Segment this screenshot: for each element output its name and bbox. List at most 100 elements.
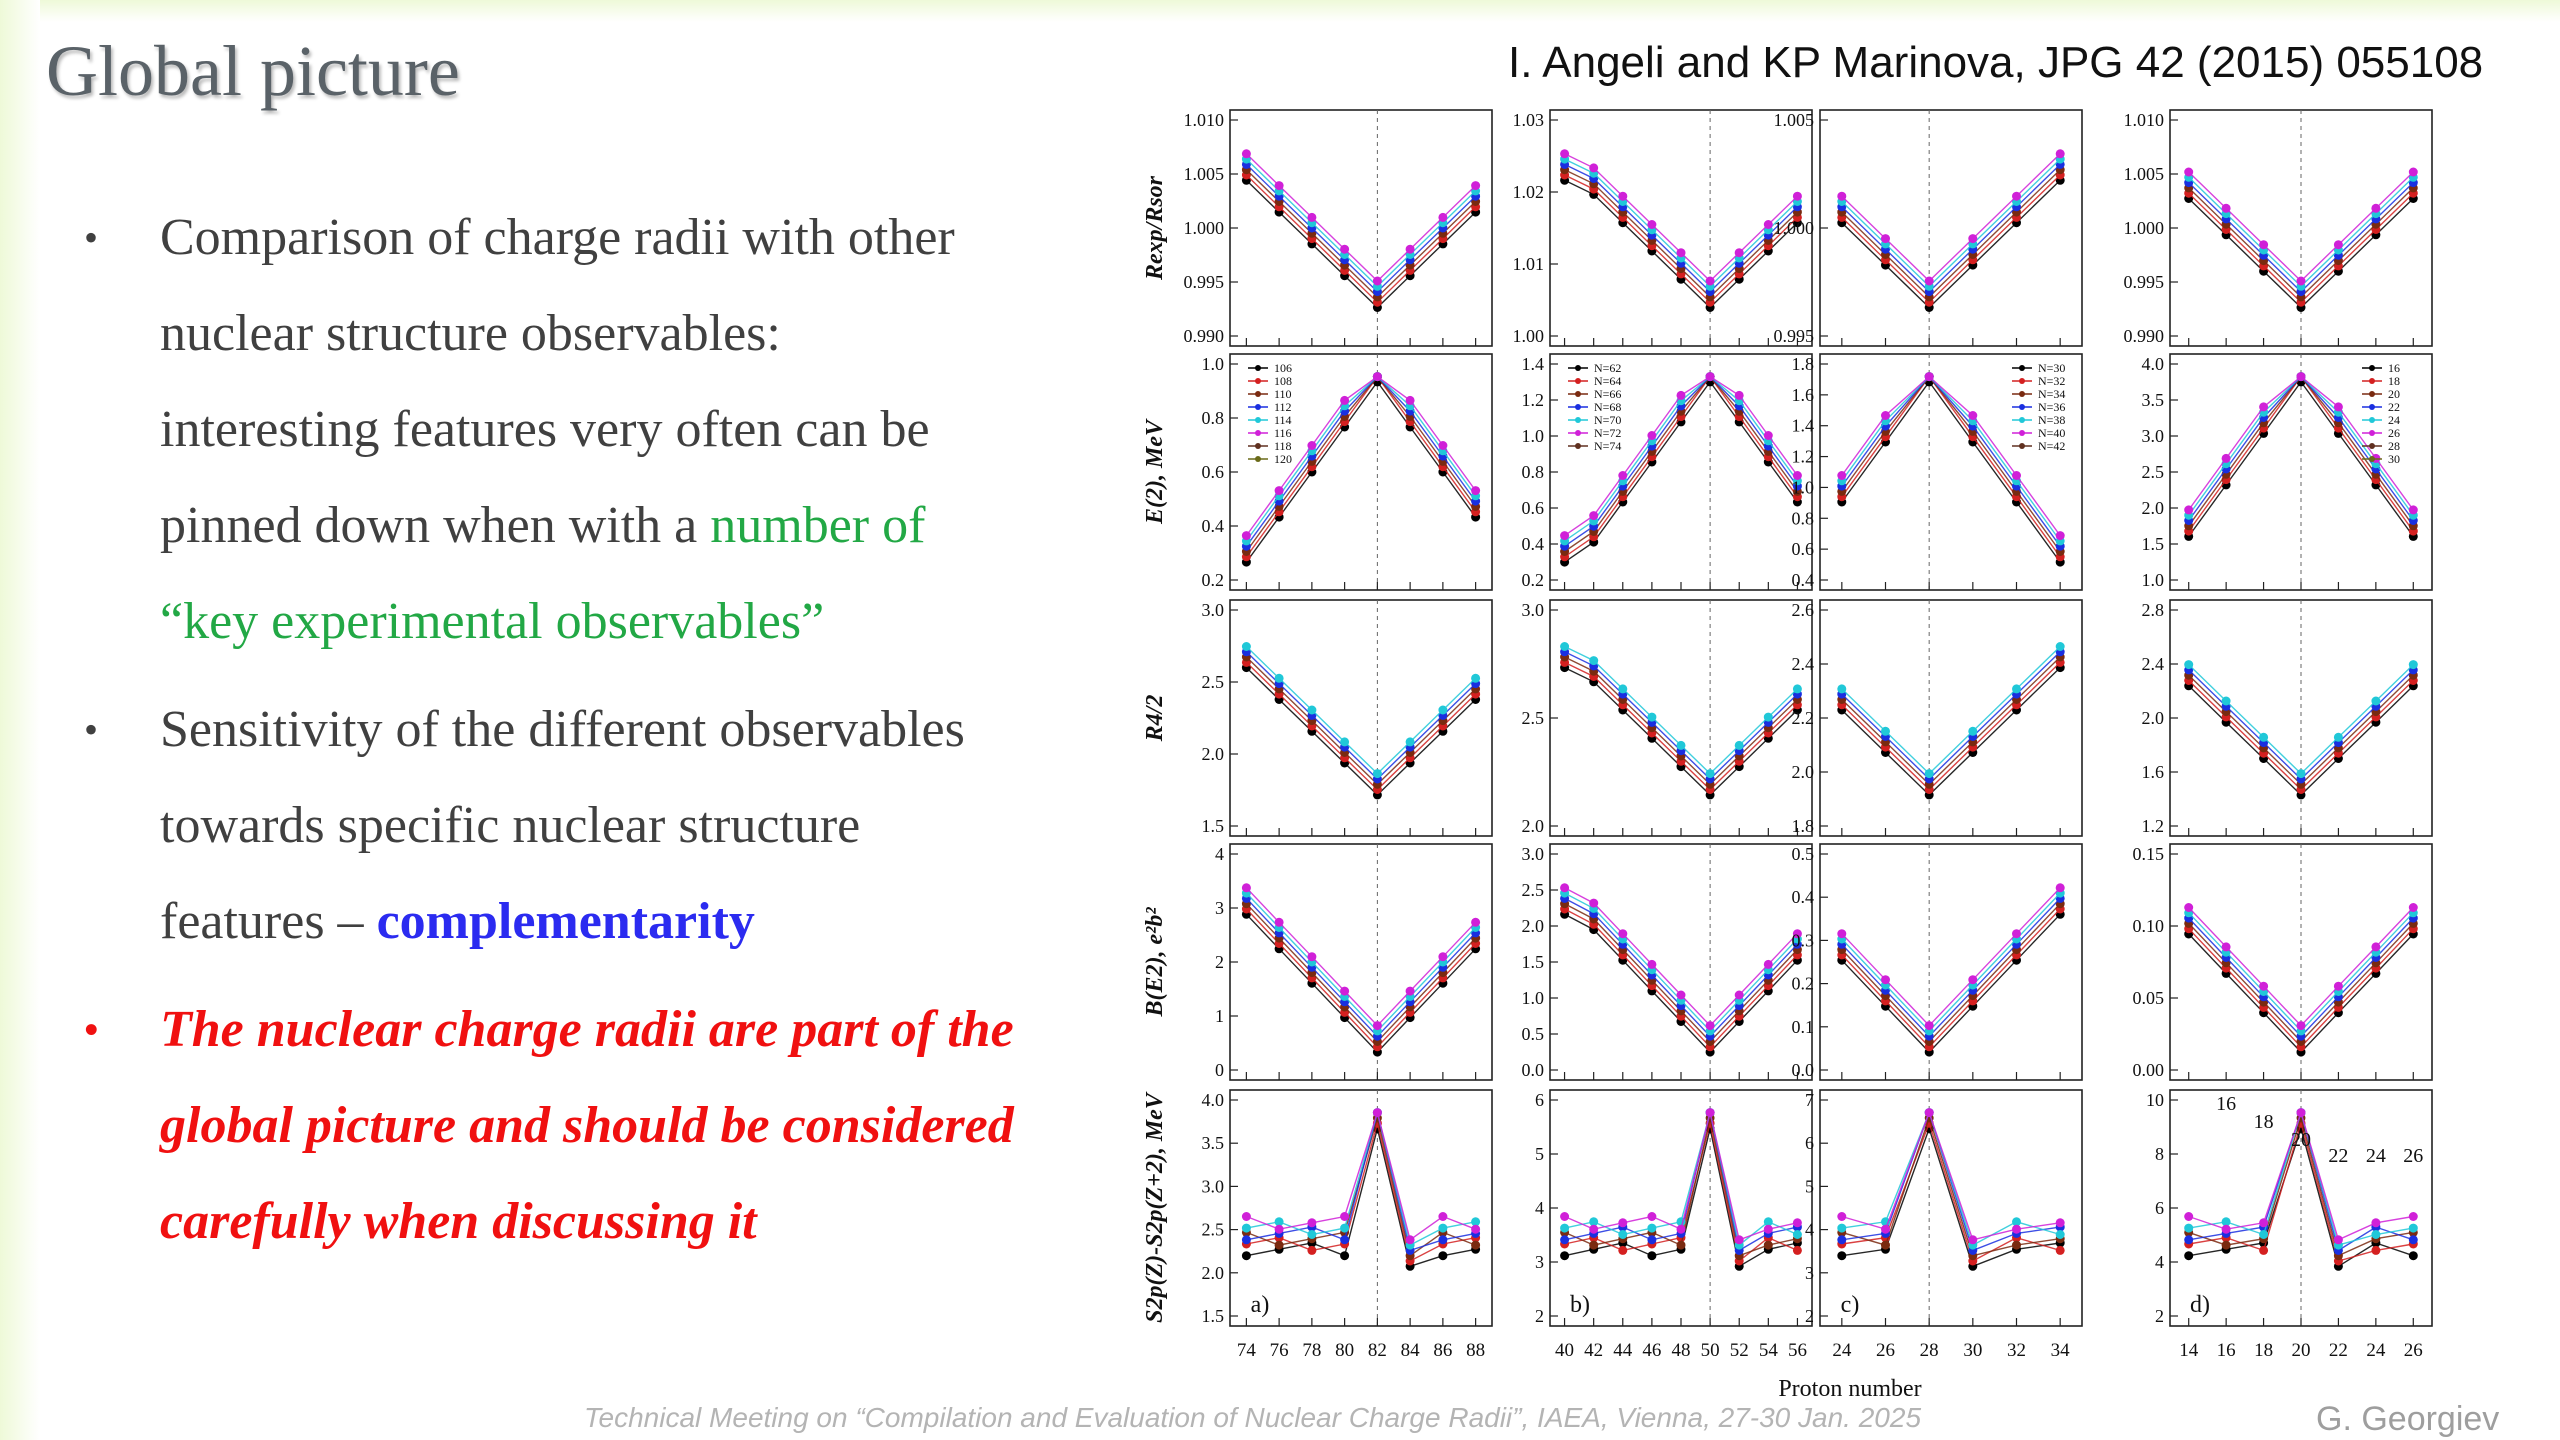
data-point: [1589, 1240, 1599, 1250]
panel-label: a): [1251, 1292, 1270, 1318]
data-point: [1618, 1218, 1628, 1228]
y-tick-label: 2.0: [1522, 816, 1545, 836]
data-point: [1405, 244, 1415, 254]
series-line: [1841, 158, 2061, 288]
series-line: [1245, 380, 1477, 563]
y-tick-label: 1.000: [1184, 218, 1225, 238]
data-point: [2055, 883, 2065, 893]
y-tick-label: 0.15: [2133, 844, 2165, 864]
data-point: [1676, 1240, 1686, 1250]
data-point: [1471, 486, 1481, 496]
series-line: [1841, 375, 2061, 558]
plot-frame: [1549, 843, 1813, 1081]
data-point: [1589, 898, 1599, 908]
y-tick-label: 3.5: [2142, 390, 2165, 410]
y-tick-label: 2.0: [1792, 762, 1815, 782]
y-tick-label: 0.8: [1522, 462, 1545, 482]
y-tick-label: 6: [2155, 1198, 2164, 1218]
y-tick-label: 4.0: [1202, 1090, 1225, 1110]
row-axis-label: E(2), MeV: [1142, 418, 1168, 525]
row-axis-label: Rexp/Rsor: [1142, 175, 1168, 281]
y-tick-label: 0.990: [1184, 326, 1225, 346]
data-point: [1647, 712, 1657, 722]
series-line: [1841, 375, 2061, 542]
data-point: [1837, 191, 1847, 201]
y-tick-label: 1.2: [1792, 447, 1815, 467]
y-tick-label: 3.0: [1202, 1176, 1225, 1196]
y-tick-label: 1.03: [1513, 110, 1545, 130]
series-line: [1841, 903, 2061, 1043]
y-tick-label: 2.5: [2142, 462, 2165, 482]
data-point: [1340, 737, 1350, 747]
data-point: [2221, 453, 2231, 463]
legend-entry: 24: [2388, 413, 2400, 427]
data-point: [2012, 1240, 2021, 1250]
bullet-2-line: towards specific nuclear structure: [160, 797, 861, 854]
data-point: [2333, 402, 2343, 412]
series-line: [1841, 908, 2061, 1048]
data-point: [2221, 1224, 2231, 1234]
data-point: [2333, 1235, 2343, 1245]
y-tick-label: 1.5: [1522, 952, 1545, 972]
y-tick-label: 2.4: [1792, 654, 1815, 674]
row-axis-label: S2p(Z)-S2p(Z+2), MeV: [1142, 1091, 1168, 1323]
series-line: [1245, 174, 1477, 304]
bullet-2: • Sensitivity of the different observabl…: [84, 682, 1124, 970]
bullet-3-line: The nuclear charge radii are part of the: [160, 1001, 1014, 1058]
legend-marker: [1255, 391, 1261, 397]
data-point: [2408, 1251, 2418, 1261]
data-point: [2371, 696, 2381, 706]
y-tick-label: 1.005: [2124, 164, 2165, 184]
legend-entry: N=74: [1594, 439, 1621, 453]
series-line: [1245, 651, 1477, 780]
x-tick-label: 76: [1270, 1340, 1289, 1361]
x-tick-label: 14: [2179, 1340, 2199, 1361]
legend-entry: 118: [1274, 439, 1292, 453]
x-tick-label: 88: [1466, 1340, 1485, 1361]
data-point: [2055, 1218, 2065, 1228]
data-point: [1647, 1212, 1657, 1221]
plot-frame: [1549, 353, 1813, 591]
legend-entry: N=70: [1594, 413, 1621, 427]
series-line: [1564, 179, 1798, 309]
legend-marker: [2019, 365, 2025, 371]
data-point: [1307, 1230, 1317, 1239]
series-line: [1841, 1115, 2061, 1257]
data-point: [1881, 411, 1890, 420]
panel-d-annotation: 16: [2216, 1093, 2236, 1115]
y-tick-label: 1.005: [1774, 110, 1815, 130]
x-tick-label: 22: [2329, 1340, 2348, 1361]
y-tick-label: 3.0: [1202, 600, 1225, 620]
data-point: [1618, 929, 1628, 939]
data-point: [1792, 1230, 1802, 1239]
y-tick-label: 1.0: [1792, 477, 1815, 497]
y-tick-label: 2: [1215, 952, 1224, 972]
x-tick-label: 86: [1433, 1340, 1452, 1361]
data-point: [1837, 1212, 1847, 1221]
data-point: [1405, 395, 1415, 405]
data-point: [1837, 1223, 1847, 1233]
data-point: [1763, 220, 1773, 229]
data-point: [2012, 684, 2021, 694]
y-tick-label: 0.2: [1792, 974, 1815, 994]
complementarity-highlight: complementarity: [376, 893, 755, 950]
series-line: [1245, 908, 1477, 1048]
y-tick-label: 1.5: [1202, 816, 1225, 836]
data-point: [2055, 1245, 2065, 1255]
data-point: [2184, 1223, 2194, 1233]
data-point: [1340, 1235, 1350, 1245]
x-tick-label: 26: [1876, 1340, 1895, 1361]
data-point: [1560, 883, 1570, 893]
data-point: [1734, 390, 1744, 400]
legend-marker: [2019, 378, 2025, 384]
y-tick-label: 5: [1535, 1144, 1544, 1164]
x-tick-label: 32: [2007, 1340, 2026, 1361]
legend-entry: 26: [2388, 426, 2400, 440]
y-tick-label: 1.01: [1513, 254, 1545, 274]
data-point: [1837, 929, 1847, 939]
data-point: [2055, 642, 2065, 651]
plot-frame: [1229, 1089, 1493, 1327]
legend-marker: [2369, 417, 2375, 423]
data-point: [2184, 1251, 2194, 1261]
data-point: [1560, 1251, 1570, 1261]
